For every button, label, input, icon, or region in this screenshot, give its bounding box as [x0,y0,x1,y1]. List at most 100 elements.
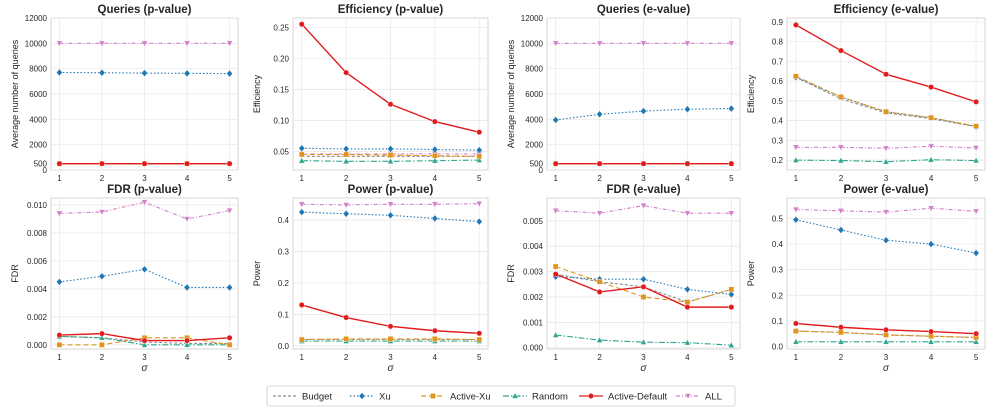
y-tick-label: 0.20 [273,54,289,63]
panel-fdr-p-value: 0.000 0.002 0.004 0.006 0.008 0.010 1 2 3 4 5 FDR (… [10,184,239,374]
y-tick-label: 0.25 [273,23,289,32]
data-point-random [882,338,890,345]
data-point-random [183,341,191,348]
y-tick-label: 12000 [25,14,48,23]
y-tick-label: 10000 [25,39,48,48]
data-point-active-default [387,101,394,108]
data-point-all [552,208,560,215]
x-tick-label: 1 [300,174,305,183]
x-tick-label: 2 [100,353,105,362]
data-point-active-xu [432,336,438,342]
data-point-all [226,207,233,215]
x-tick-label: 1 [57,353,62,362]
data-point-active-xu [56,342,63,348]
data-point-active-default [56,160,63,167]
data-point-active-xu [298,336,305,343]
series-line-all [59,201,230,220]
x-tick-label: 5 [227,353,232,362]
data-point-active-default [56,332,63,338]
data-point-active-default [838,47,844,54]
data-point-all [882,145,890,152]
data-point-active-default [793,320,799,327]
series-line-xu [59,268,230,289]
data-point-xu [728,104,735,113]
y-tick-label: 0.7 [772,57,784,66]
y-tick-label: 0.5 [772,97,784,106]
data-point-active-xu [883,332,889,338]
data-point-active-default [973,98,979,105]
y-axis-label: Average number of queries [10,39,20,148]
panel-efficiency-p-value: 0.05 0.10 0.15 0.20 0.25 1 2 3 4 5 Efficiency (p-v… [252,4,489,183]
y-tick-label: 0.010 [27,201,48,210]
data-point-random [792,156,800,163]
y-tick-label: 0.005 [523,217,544,226]
legend-marker-active-xu [430,393,436,399]
data-point-xu [927,240,935,248]
y-tick-label: 6000 [525,90,543,99]
data-point-all [98,40,106,47]
x-tick-label: 1 [57,174,62,183]
data-point-active-default [298,302,305,308]
x-tick-label: 4 [433,174,438,183]
x-tick-label: 1 [794,353,799,362]
y-axis-label: Average number of queries [506,39,516,148]
data-point-xu [387,211,394,220]
data-point-all [475,201,483,208]
x-tick-label: 3 [388,353,393,362]
x-tick-label: 1 [553,353,558,362]
y-tick-label: 6000 [29,90,47,99]
panel-title: Power (p-value) [348,184,434,196]
y-tick-label: 0 [43,166,48,175]
y-tick-label: 0.2 [278,279,290,288]
panel-power-e-value: 0.0 0.1 0.2 0.3 0.4 0.5 1 2 3 4 5 Power (e-value) Po… [746,184,986,374]
data-point-xu [226,69,233,78]
x-tick-label: 4 [185,353,190,362]
data-point-all [684,210,691,217]
x-tick-label: 1 [300,353,305,362]
data-point-all [596,210,603,217]
x-tick-label: 5 [729,353,734,362]
data-point-all [342,202,350,209]
data-point-active-xu [793,328,799,334]
y-tick-label: 0.1 [278,310,290,319]
data-point-random [342,157,350,164]
data-point-active-default [728,160,735,167]
data-point-active-xu [298,151,305,158]
y-tick-label: 0.4 [278,216,290,225]
x-axis-label: σ [640,363,647,374]
data-point-active-default [141,337,148,344]
data-point-active-default [184,160,190,167]
data-point-xu [342,209,350,218]
y-tick-label: 0.003 [523,268,544,277]
data-point-active-xu [476,336,483,343]
data-point-active-xu [343,336,349,342]
data-point-all [640,40,647,47]
data-point-all [387,201,394,208]
legend-marker-xu [358,392,366,400]
data-point-active-default [928,84,934,90]
x-tick-label: 3 [388,174,393,183]
panel-efficiency-e-value: 0.2 0.3 0.4 0.5 0.6 0.7 0.8 0.9 1 2 3 4 5 Efficiency … [746,4,986,183]
data-point-active-default [596,160,603,167]
data-point-active-xu [343,151,349,158]
data-point-all [56,40,63,47]
legend-label-active-xu: Active-Xu [450,392,491,403]
data-point-xu [98,272,106,281]
legend-box [266,385,736,407]
data-point-active-xu [387,152,394,158]
y-tick-label: 0.3 [772,266,784,275]
data-point-active-default [552,160,559,167]
data-point-random [684,339,691,346]
data-point-active-default [883,326,889,333]
data-point-all [56,210,63,218]
data-point-random [972,156,980,164]
legend-label-random: Random [532,392,568,403]
y-axis-label: FDR [506,264,516,283]
data-point-xu [298,208,306,216]
x-tick-label: 2 [344,353,349,362]
data-point-active-xu [596,278,603,285]
data-point-xu [640,107,647,115]
x-tick-label: 5 [227,174,232,183]
data-point-active-default [684,160,691,167]
